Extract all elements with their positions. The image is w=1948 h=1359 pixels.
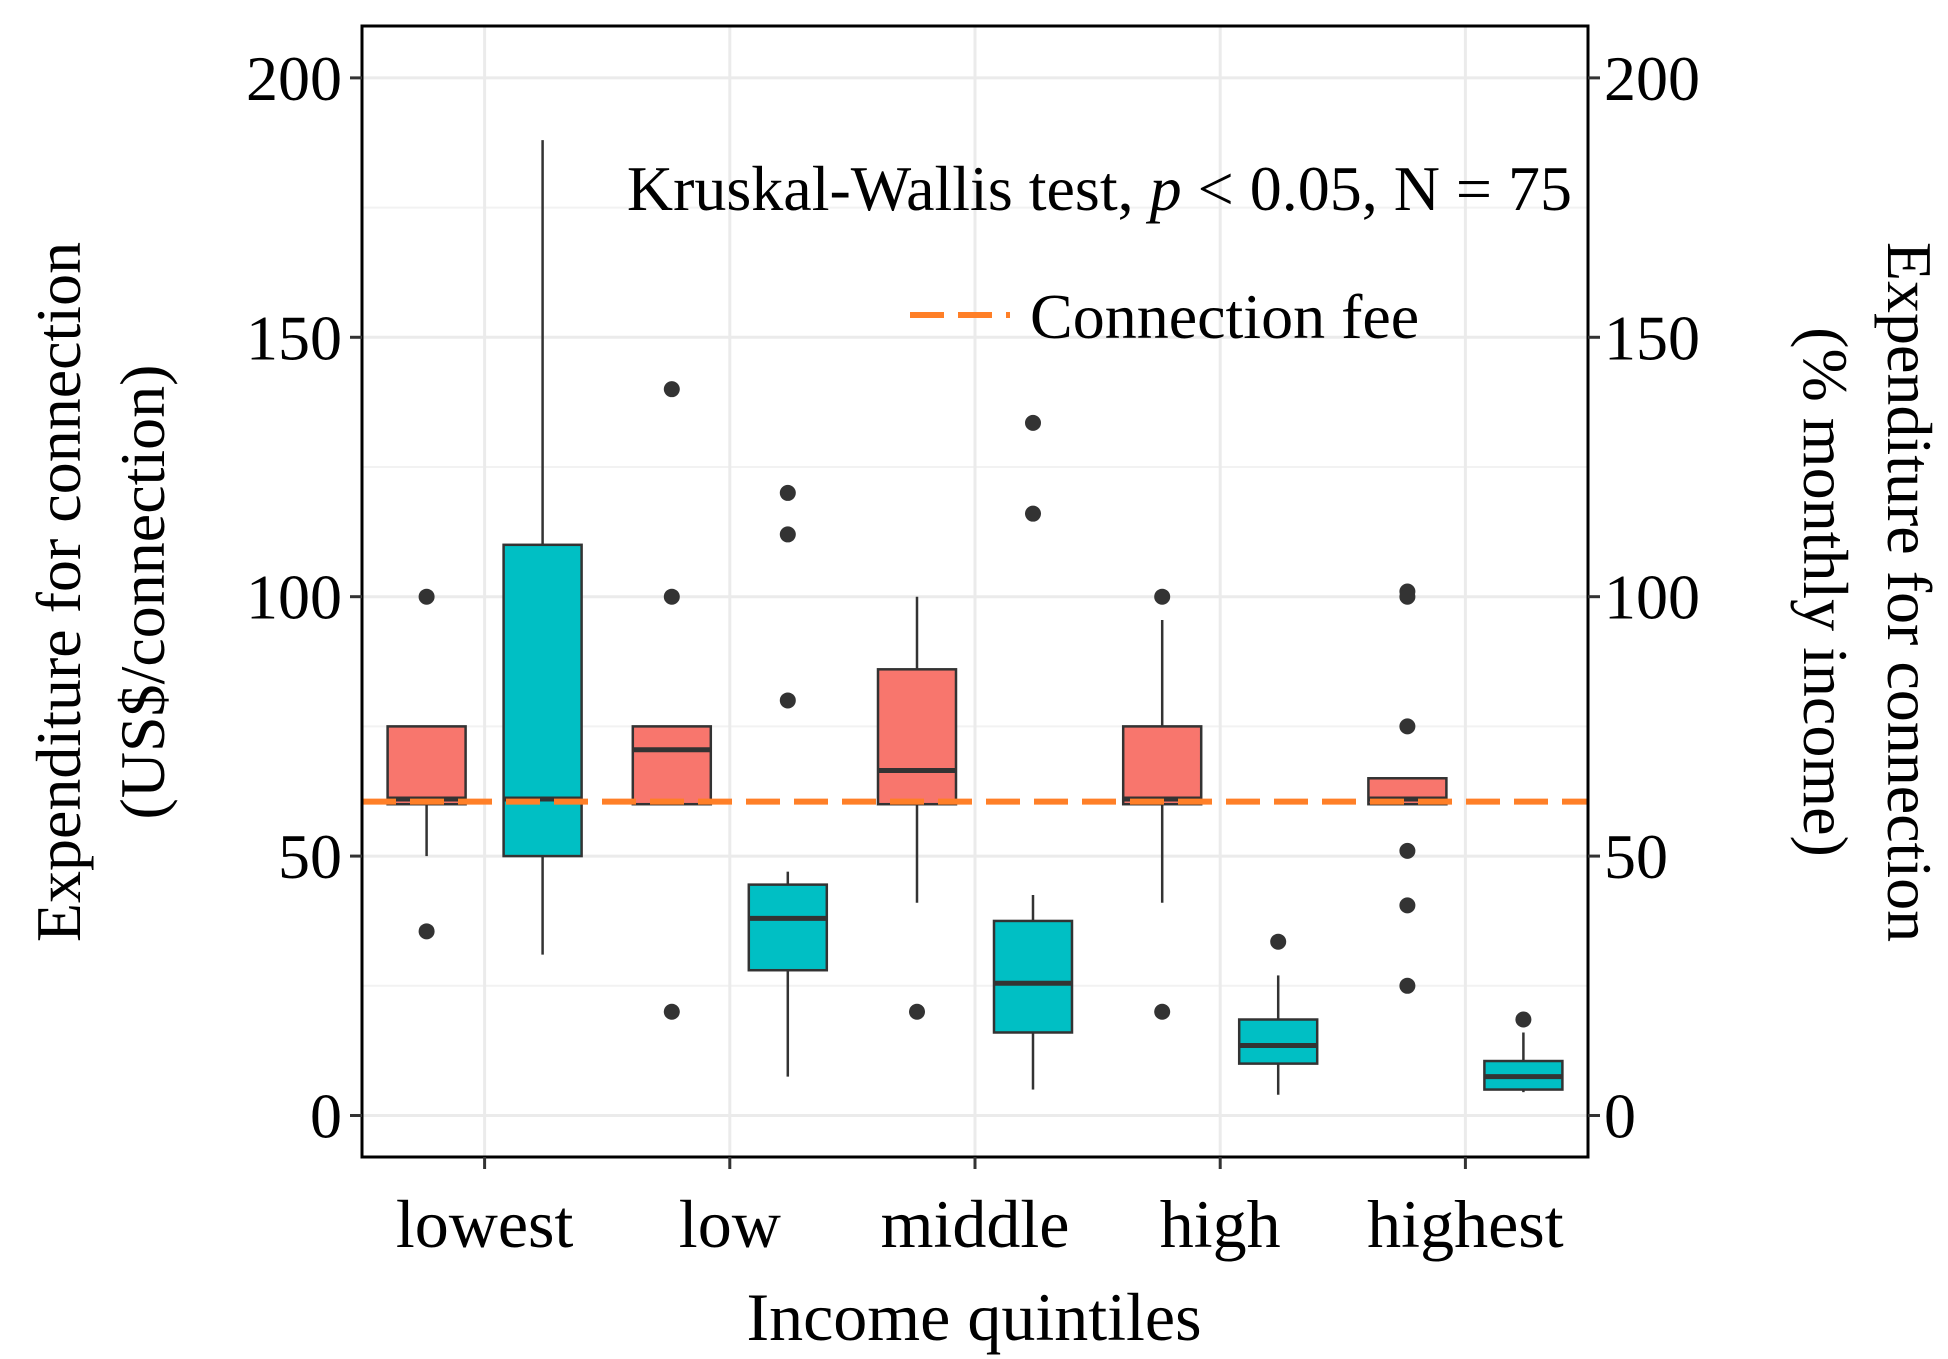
boxes	[386, 140, 1564, 1095]
right-y-axis-title-line1: Expenditure for connection	[1874, 242, 1945, 942]
box-body	[502, 543, 583, 858]
annotation-text: Kruskal-Wallis test, p < 0.05, N = 75	[627, 153, 1572, 224]
x-tick-label-highest: highest	[1367, 1186, 1564, 1262]
outlier-point	[779, 692, 796, 709]
left-y-axis-title-line1: Expenditure for connection	[23, 242, 94, 942]
left-y-tick-label: 200	[246, 43, 342, 114]
outlier-point	[663, 381, 680, 398]
box-body	[747, 883, 829, 972]
axes: 0 0 50 50 100 100 150 150 200 200 lowest low middle h…	[246, 43, 1700, 1262]
legend: Connection fee	[910, 281, 1419, 352]
outlier-point	[1399, 977, 1416, 994]
left-y-tick-label: 150	[246, 302, 342, 373]
outlier-point	[663, 1003, 680, 1020]
outlier-point	[779, 526, 796, 543]
outlier-point	[1399, 842, 1416, 859]
right-y-axis-title: Expenditure for connection (% monthly in…	[1790, 242, 1945, 942]
outlier-point	[1025, 505, 1041, 522]
box-usconnection-low	[631, 381, 713, 1020]
outlier-point	[1154, 588, 1171, 605]
right-y-tick-label: 100	[1604, 562, 1700, 633]
outlier-point	[1270, 933, 1287, 950]
box-usconnection-middle	[876, 596, 958, 1020]
left-y-axis-title: Expenditure for connection (US$/connecti…	[23, 242, 178, 942]
left-y-axis-title-line2: (US$/connection)	[107, 365, 178, 820]
x-tick-label-low: low	[679, 1186, 781, 1262]
right-y-tick-label: 0	[1604, 1080, 1636, 1151]
box-usconnection-high	[1121, 588, 1203, 1020]
outlier-point	[1025, 414, 1041, 431]
box-body	[992, 919, 1074, 1034]
outlier-point	[779, 484, 796, 501]
outlier-point	[1515, 1011, 1532, 1028]
outlier-point	[418, 588, 435, 605]
left-y-tick-label: 100	[246, 562, 342, 633]
x-tick-label-middle: middle	[881, 1186, 1070, 1262]
right-y-tick-label: 150	[1604, 302, 1700, 373]
right-y-axis-title-line2: (% monthly income)	[1790, 327, 1861, 857]
box-monthlyincome-high	[1237, 933, 1319, 1095]
box-monthlyincome-low	[747, 484, 829, 1077]
x-axis-title: Income quintiles	[746, 1279, 1201, 1355]
box-monthlyincome-middle	[992, 414, 1074, 1090]
outlier-point	[418, 923, 435, 940]
box-body	[1237, 1018, 1319, 1065]
box-body	[386, 725, 467, 806]
box-body	[1121, 725, 1203, 806]
box-usconnection-lowest	[386, 588, 467, 940]
outlier-point	[1399, 718, 1416, 735]
right-y-tick-label: 50	[1604, 821, 1668, 892]
outlier-point	[1399, 588, 1416, 605]
right-y-tick-label: 200	[1604, 43, 1700, 114]
outlier-point	[663, 588, 680, 605]
outlier-point	[1154, 1003, 1171, 1020]
box-monthlyincome-lowest	[502, 140, 583, 955]
x-tick-label-high: high	[1160, 1186, 1281, 1262]
outlier-point	[909, 1003, 925, 1020]
legend-label: Connection fee	[1030, 281, 1419, 352]
outlier-point	[1399, 897, 1416, 914]
left-y-tick-label: 50	[278, 821, 342, 892]
box-usconnection-highest	[1367, 583, 1448, 994]
box-body	[631, 725, 713, 806]
box-monthlyincome-highest	[1483, 1011, 1564, 1093]
left-y-tick-label: 0	[310, 1080, 342, 1151]
x-tick-label-lowest: lowest	[396, 1186, 574, 1262]
box-body	[876, 668, 958, 806]
